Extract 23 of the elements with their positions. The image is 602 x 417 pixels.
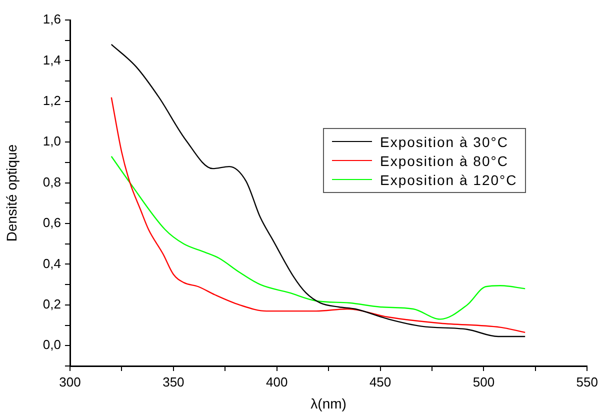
- legend-label: Exposition à 120°C: [380, 172, 518, 188]
- y-tick-label: 1,6: [42, 12, 61, 27]
- line-series: [110, 156, 526, 320]
- x-tick-label: 400: [266, 374, 288, 390]
- y-tick-label: 0,8: [42, 174, 61, 190]
- legend-label: Exposition à 30°C: [380, 134, 508, 150]
- y-tick-label: 0,2: [42, 296, 61, 312]
- y-tick-label: 1,2: [42, 92, 61, 108]
- y-tick-label: 1,4: [42, 52, 61, 68]
- y-tick-label: 0,6: [42, 215, 61, 230]
- y-tick-label: 0,4: [42, 256, 61, 271]
- y-tick-label: 1,0: [42, 134, 61, 149]
- y-axis-title: Densité optique: [3, 144, 20, 242]
- line-series: [110, 44, 526, 338]
- line-series: [110, 96, 526, 334]
- x-tick-label: 300: [59, 374, 81, 390]
- x-tick-label: 500: [472, 374, 495, 390]
- x-tick-label: 350: [162, 374, 184, 390]
- x-axis-title: λ(nm): [310, 395, 346, 412]
- x-tick-label: 450: [369, 374, 392, 390]
- x-tick-label: 550: [576, 374, 598, 390]
- y-tick-label: 0,0: [42, 337, 61, 352]
- legend-label: Exposition à 80°C: [380, 152, 508, 168]
